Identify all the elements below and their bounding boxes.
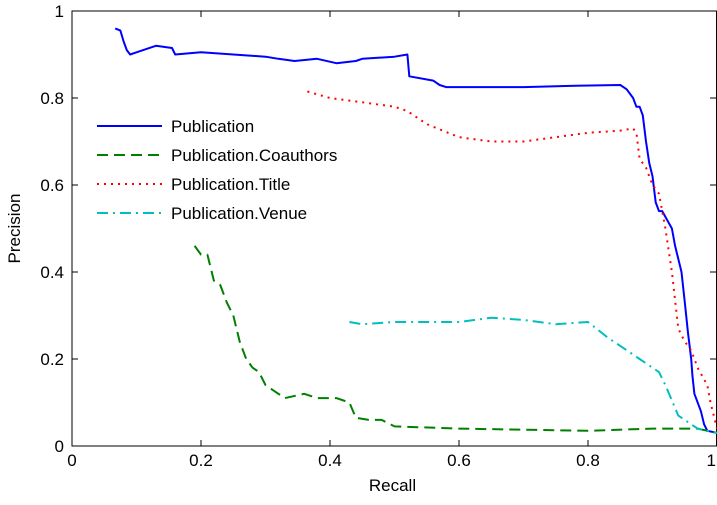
x-tick-label: 0.8 bbox=[576, 451, 600, 470]
x-axis-label: Recall bbox=[369, 476, 416, 495]
plot-frame bbox=[71, 10, 717, 447]
series-line-publication-coauthors bbox=[193, 245, 717, 434]
y-axis-label: Precision bbox=[5, 194, 24, 264]
series-line-publication bbox=[114, 27, 717, 434]
legend-label: Publication.Venue bbox=[171, 204, 307, 223]
x-tick-label: 1 bbox=[707, 451, 716, 470]
x-tick-label: 0.2 bbox=[189, 451, 213, 470]
y-tick-label: 0.4 bbox=[40, 263, 64, 282]
plot-area-border bbox=[71, 10, 717, 447]
y-tick-label: 0.2 bbox=[40, 350, 64, 369]
series-line-publication-venue bbox=[349, 316, 717, 434]
x-tick-label: 0 bbox=[67, 451, 76, 470]
y-tick-label: 0.8 bbox=[40, 89, 64, 108]
x-tick-label: 0.4 bbox=[318, 451, 342, 470]
x-tick-label: 0.6 bbox=[447, 451, 471, 470]
y-tick-label: 0.6 bbox=[40, 176, 64, 195]
legend-label: Publication.Title bbox=[171, 175, 290, 194]
legend: Publication Publication.Coauthors Publicat… bbox=[97, 117, 337, 223]
y-tick-label: 1 bbox=[55, 2, 64, 21]
y-tick-label: 0 bbox=[55, 437, 64, 456]
ticks-layer: 0 0.2 0.4 0.6 0.8 1 0 0.2 0.4 0.6 0.8 1 bbox=[40, 2, 717, 470]
legend-label: Publication bbox=[171, 117, 254, 136]
series-line-publication-title bbox=[307, 90, 717, 429]
legend-label: Publication.Coauthors bbox=[171, 146, 337, 165]
series-layer bbox=[114, 27, 717, 434]
